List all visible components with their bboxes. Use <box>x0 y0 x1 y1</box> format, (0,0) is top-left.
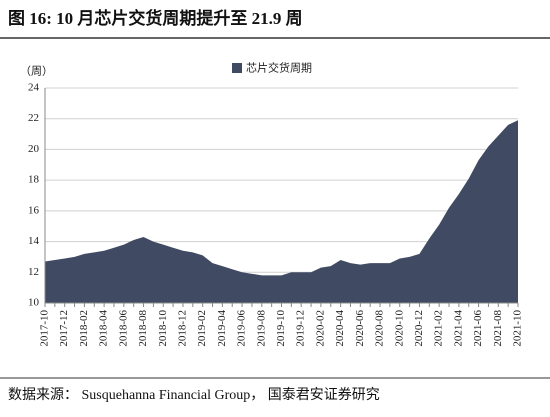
source-note: 数据来源： Susquehanna Financial Group， 国泰君安证… <box>8 387 380 403</box>
x-tick-label: 2018-02 <box>78 310 90 347</box>
x-tick-label: 2017-10 <box>39 310 51 347</box>
x-tick-label: 2017-12 <box>58 310 70 347</box>
x-tick-label: 2018-10 <box>157 310 169 347</box>
x-tick-label: 2018-06 <box>117 310 129 347</box>
x-tick-label: 2019-08 <box>255 310 267 347</box>
x-tick-label: 2020-02 <box>314 310 326 347</box>
y-tick-label: 22 <box>28 112 39 124</box>
y-tick-label: 20 <box>28 143 40 155</box>
x-tick-label: 2021-02 <box>433 310 445 347</box>
x-tick-label: 2021-04 <box>452 310 464 347</box>
y-tick-label: 12 <box>28 266 39 278</box>
y-tick-label: 24 <box>28 82 40 94</box>
y-tick-label: 10 <box>28 297 40 309</box>
x-tick-label: 2018-04 <box>98 310 110 347</box>
x-tick-label: 2019-04 <box>216 310 228 347</box>
x-tick-label: 2020-04 <box>334 310 346 347</box>
x-tick-label: 2019-02 <box>196 310 208 347</box>
x-tick-label: 2019-10 <box>275 310 287 347</box>
y-tick-label: 14 <box>28 235 40 247</box>
x-tick-label: 2020-12 <box>413 310 425 347</box>
legend-label: 芯片交货周期 <box>246 61 312 75</box>
x-tick-label: 2021-08 <box>492 310 504 347</box>
legend-swatch <box>232 63 242 73</box>
chart-title: 图 16: 10 月芯片交货周期提升至 21.9 周 <box>8 8 303 28</box>
x-tick-label: 2021-06 <box>472 310 484 347</box>
y-tick-label: 18 <box>28 174 40 186</box>
y-axis-label: （周） <box>20 65 53 78</box>
x-tick-label: 2018-08 <box>137 310 149 347</box>
x-tick-label: 2019-06 <box>236 310 248 347</box>
x-tick-label: 2020-08 <box>374 310 386 347</box>
x-tick-label: 2018-12 <box>176 310 188 347</box>
x-tick-label: 2020-10 <box>393 310 405 347</box>
x-tick-label: 2020-06 <box>354 310 366 347</box>
x-tick-label: 2019-12 <box>295 310 307 347</box>
y-tick-label: 16 <box>28 204 40 216</box>
area <box>45 120 518 303</box>
x-tick-label: 2021-10 <box>512 310 524 347</box>
